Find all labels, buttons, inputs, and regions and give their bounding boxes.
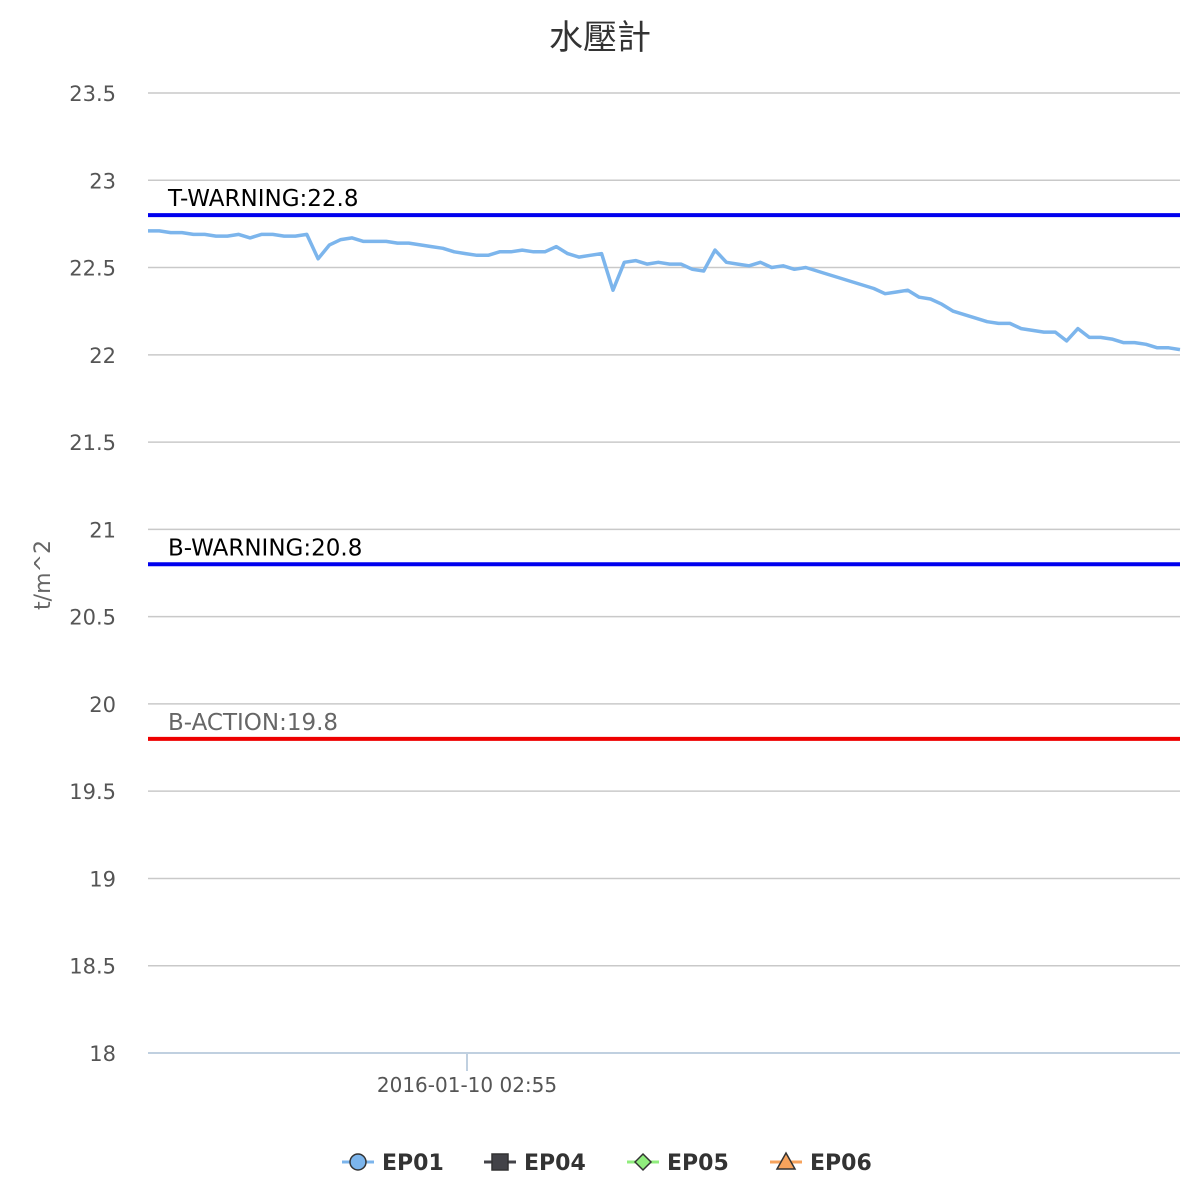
circle-marker-icon	[349, 1153, 367, 1171]
x-tick-label: 2016-01-10 02:55	[377, 1073, 557, 1097]
legend-label: EP04	[524, 1151, 586, 1176]
y-tick-label: 21.5	[69, 431, 116, 455]
square-marker-icon	[491, 1153, 509, 1171]
y-tick-label: 22	[89, 344, 116, 368]
legend[interactable]: EP01 EP04 EP05 EP06	[342, 1151, 872, 1176]
y-tick-label: 23.5	[69, 82, 116, 106]
y-tick-label: 20.5	[69, 606, 116, 630]
legend-label: EP01	[382, 1151, 444, 1176]
series-layer	[148, 229, 1181, 352]
legend-item-ep06[interactable]: EP06	[770, 1151, 872, 1176]
plot-lines: T-WARNING:22.8 B-WARNING:20.8 B-ACTION:19.…	[148, 186, 1180, 741]
legend-item-ep05[interactable]: EP05	[627, 1151, 729, 1176]
grid-layer: 23.5 23 22.5 22 21.5 21 20.5 20 19.5 19 18.5 18	[69, 82, 1180, 1066]
triangle-marker-icon	[775, 1151, 797, 1170]
y-tick-label: 23	[89, 169, 116, 193]
series-line-ep01	[148, 229, 1181, 352]
legend-label: EP05	[667, 1151, 729, 1176]
y-tick-label: 18.5	[69, 955, 116, 979]
y-tick-label: 18	[89, 1042, 116, 1066]
y-axis-label: t/m^2	[31, 540, 56, 610]
legend-item-ep04[interactable]: EP04	[484, 1151, 586, 1176]
plot-line-label: B-ACTION:19.8	[168, 710, 338, 736]
y-tick-label: 22.5	[69, 257, 116, 281]
plot-line-label: B-WARNING:20.8	[168, 535, 362, 561]
y-tick-label: 19.5	[69, 780, 116, 804]
chart-title: 水壓計	[549, 18, 651, 58]
diamond-marker-icon	[633, 1152, 653, 1172]
legend-item-ep01[interactable]: EP01	[342, 1151, 444, 1176]
x-axis: 2016-01-10 02:55	[148, 1052, 1180, 1097]
plot-line-label: T-WARNING:22.8	[167, 186, 358, 212]
y-tick-label: 21	[89, 518, 116, 542]
y-tick-label: 19	[89, 867, 116, 891]
legend-label: EP06	[810, 1151, 872, 1176]
y-tick-label: 20	[89, 693, 116, 717]
